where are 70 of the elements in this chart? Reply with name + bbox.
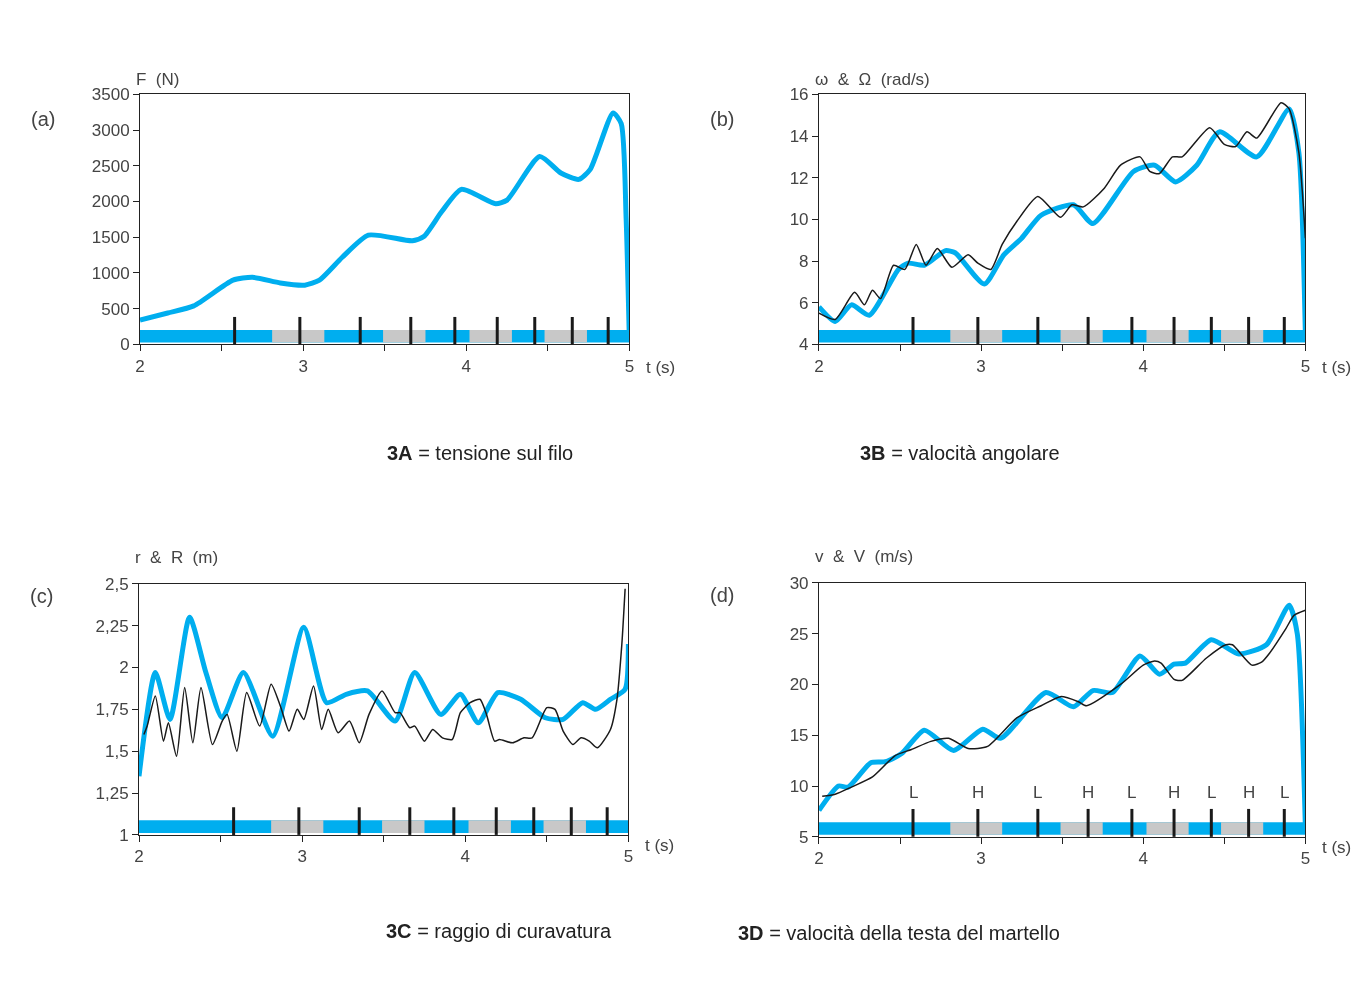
- x-tick-label: 4: [1138, 356, 1148, 376]
- y-tick-label: 2000: [91, 192, 130, 212]
- x-tick-label: 2: [814, 849, 824, 869]
- annotation: H: [1243, 783, 1256, 802]
- annotation: H: [1082, 783, 1095, 802]
- y-tick-label: 3000: [91, 121, 130, 141]
- x-tick-label: 3: [297, 847, 307, 867]
- x-axis-title: t (s): [1322, 358, 1352, 377]
- annotation: H: [972, 783, 985, 802]
- y-tick-label: 1,25: [95, 784, 129, 804]
- y-tick-label: 8: [799, 252, 809, 272]
- text: 3A = tensione sul filo: [387, 442, 574, 464]
- y-tick-label: 500: [101, 299, 130, 319]
- x-axis-title: t (s): [1322, 838, 1352, 857]
- y-tick-label: 1500: [91, 228, 130, 248]
- x-tick-label: 5: [624, 356, 635, 376]
- x-tick-label: 3: [976, 849, 986, 869]
- y-tick-label: 3500: [91, 85, 130, 105]
- text: (d): [710, 584, 735, 606]
- y-axis-title: ω & Ω (rad/s): [815, 70, 930, 89]
- x-tick-label: 5: [1300, 849, 1311, 869]
- x-tick-label: 5: [623, 847, 634, 867]
- annotation: L: [909, 783, 919, 802]
- y-tick-label: 12: [789, 168, 809, 188]
- annotation: L: [1127, 783, 1137, 802]
- y-axis-title: F (N): [136, 70, 180, 89]
- text: (c): [30, 585, 54, 607]
- y-tick-label: 1000: [91, 263, 130, 283]
- text: (a): [31, 108, 56, 130]
- y-tick-label: 10: [789, 210, 809, 230]
- y-tick-label: 1,75: [95, 700, 129, 720]
- x-tick-label: 2: [135, 356, 145, 376]
- y-tick-label: 10: [789, 777, 809, 797]
- y-axis-title: r & R (m): [135, 548, 219, 567]
- line-series: [143, 588, 626, 757]
- x-tick-label: 2: [134, 847, 144, 867]
- y-tick-label: 15: [789, 726, 809, 746]
- x-tick-label: 5: [1300, 356, 1311, 376]
- y-tick-label: 30: [789, 573, 809, 593]
- y-tick-label: 2: [119, 658, 129, 678]
- x-tick-label: 3: [976, 356, 986, 376]
- y-tick-label: 4: [799, 335, 809, 355]
- x-tick-label: 3: [298, 356, 308, 376]
- y-tick-label: 2500: [91, 156, 130, 176]
- x-axis-title: t (s): [646, 358, 676, 377]
- x-tick-label: 4: [460, 847, 470, 867]
- annotation: H: [1168, 783, 1181, 802]
- y-tick-label: 0: [120, 335, 130, 355]
- y-tick-label: 6: [799, 293, 809, 313]
- x-tick-label: 4: [461, 356, 471, 376]
- y-tick-label: 16: [789, 85, 809, 105]
- annotation: L: [1033, 783, 1043, 802]
- y-tick-label: 25: [789, 624, 809, 644]
- text: 3C = raggio di curavatura: [386, 920, 613, 942]
- annotation: L: [1280, 783, 1290, 802]
- y-tick-label: 5: [799, 827, 809, 847]
- x-tick-label: 4: [1138, 849, 1148, 869]
- text: (b): [710, 108, 735, 130]
- y-tick-label: 20: [789, 675, 809, 695]
- y-tick-label: 1,5: [104, 742, 129, 762]
- y-tick-label: 1: [119, 825, 129, 845]
- text: 3D = valocità della testa del martello: [738, 922, 1060, 944]
- y-tick-label: 2,5: [104, 574, 129, 594]
- y-tick-label: 14: [789, 126, 809, 146]
- annotation: L: [1207, 783, 1217, 802]
- x-tick-label: 2: [814, 356, 824, 376]
- x-axis-title: t (s): [645, 836, 675, 855]
- y-tick-label: 2,25: [95, 616, 129, 636]
- text: 3B = valocità angolare: [860, 442, 1060, 464]
- y-axis-title: v & V (m/s): [815, 547, 914, 566]
